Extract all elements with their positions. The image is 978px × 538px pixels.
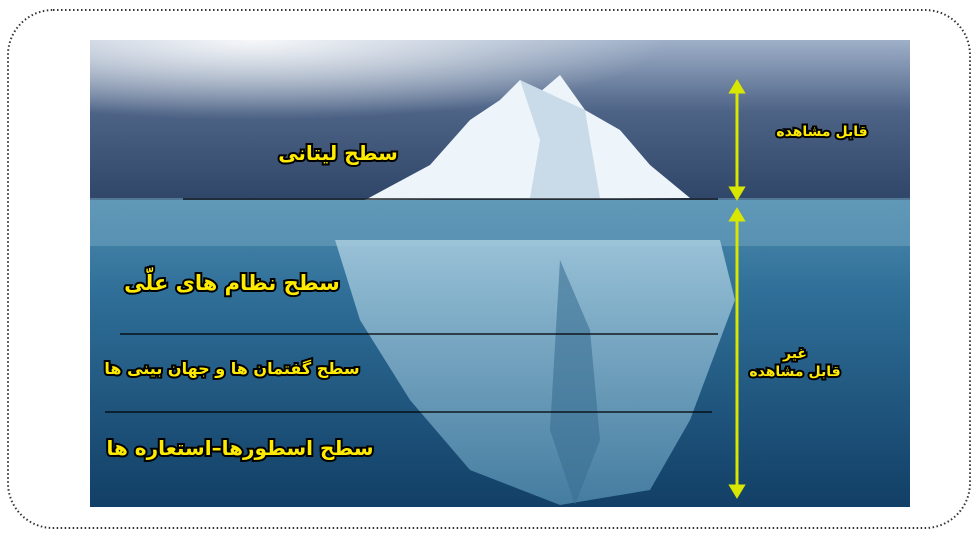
diagram: سطح لیتانی سطح نظام های علّی سطح گفتمان … (0, 0, 978, 538)
layer-label: سطح گفتمان ها و جهان بینی ها (104, 359, 359, 378)
visible-label: قابل مشاهده (776, 124, 867, 140)
invisible-label: غیر (782, 346, 807, 362)
layer-label: سطح نظام های علّی (124, 266, 340, 295)
layer-label: سطح اسطورها–استعاره ها (106, 436, 373, 460)
invisible-label: قابل مشاهده (749, 364, 840, 380)
layer-label: سطح لیتانی (278, 141, 398, 165)
